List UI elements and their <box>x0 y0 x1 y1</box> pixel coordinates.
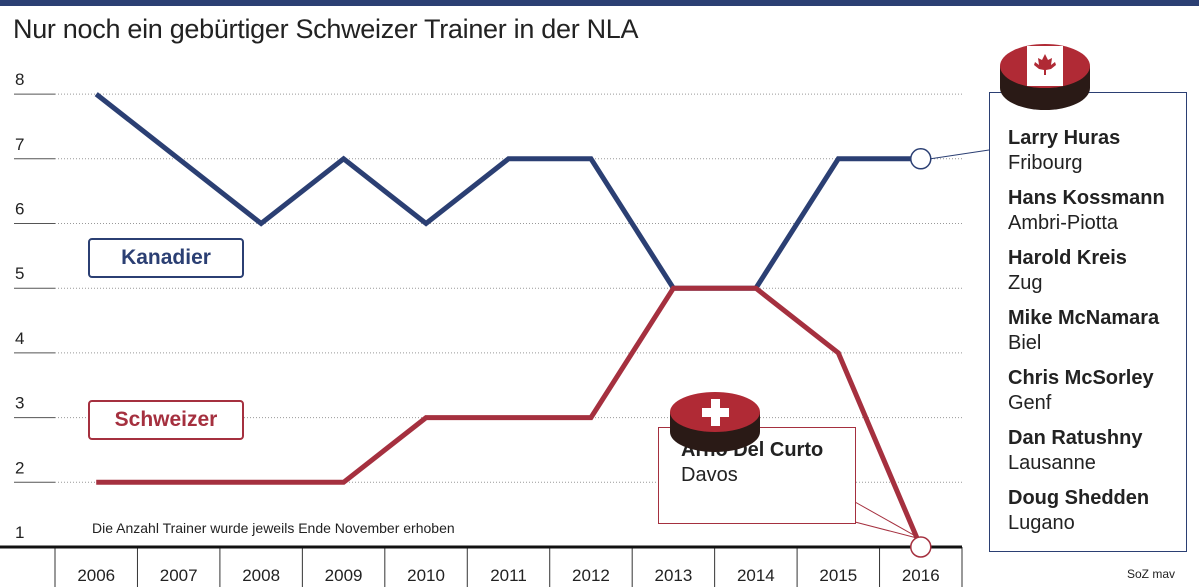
x-tick-label: 2016 <box>902 566 940 585</box>
x-tick-label: 2013 <box>654 566 692 585</box>
y-tick-label: 7 <box>15 135 24 154</box>
legend-schweizer: Schweizer <box>88 400 244 440</box>
x-tick-label: 2012 <box>572 566 610 585</box>
coach-name: Chris McSorley <box>1008 367 1154 389</box>
y-tick-label: 4 <box>15 329 24 348</box>
y-tick-label: 2 <box>15 458 24 477</box>
x-tick-label: 2009 <box>325 566 363 585</box>
x-tick-label: 2015 <box>819 566 857 585</box>
x-tick-label: 2008 <box>242 566 280 585</box>
coach-entry: Dan Ratushny Lausanne <box>1008 426 1142 476</box>
coach-name: Arno Del Curto <box>681 439 824 461</box>
y-tick-label: 3 <box>15 394 24 413</box>
coach-entry: Mike McNamara Biel <box>1008 306 1159 356</box>
coach-club: Biel <box>1008 332 1042 354</box>
callout-connector <box>930 149 990 160</box>
coach-name: Harold Kreis <box>1008 247 1127 269</box>
credit: SoZ mav <box>1127 567 1176 581</box>
coach-club: Lausanne <box>1008 452 1096 474</box>
coach-club: Fribourg <box>1008 152 1083 174</box>
coach-club: Davos <box>681 464 738 486</box>
coach-name: Larry Huras <box>1008 127 1121 149</box>
x-tick-label: 2011 <box>490 566 527 585</box>
coach-name: Mike McNamara <box>1008 307 1160 329</box>
chart-title: Nur noch ein gebürtiger Schweizer Traine… <box>13 14 639 44</box>
series-line-kanadier <box>94 92 921 291</box>
swiss-coach-box: Arno Del Curto Davos <box>658 427 856 524</box>
coach-club: Lugano <box>1008 512 1075 534</box>
coach-entry: Hans Kossmann Ambri-Piotta <box>1008 186 1165 236</box>
series-line-schweizer <box>96 285 924 548</box>
x-tick-label: 2010 <box>407 566 445 585</box>
end-marker-schweizer <box>910 536 932 558</box>
coach-name: Doug Shedden <box>1008 487 1150 509</box>
y-tick-label: 8 <box>15 70 24 89</box>
coach-name: Dan Ratushny <box>1008 427 1143 449</box>
coach-club: Ambri-Piotta <box>1008 212 1119 234</box>
y-tick-label: 1 <box>15 523 24 542</box>
coach-entry: Larry Huras Fribourg <box>1008 126 1120 176</box>
x-tick-label: 2014 <box>737 566 775 585</box>
coach-club: Zug <box>1008 272 1043 294</box>
y-tick-label: 6 <box>15 200 24 219</box>
y-tick-label: 5 <box>15 264 24 283</box>
x-tick-label: 2007 <box>160 566 198 585</box>
legend-kanadier: Kanadier <box>88 238 244 278</box>
coach-entry: Doug Shedden Lugano <box>1008 486 1149 536</box>
coach-club: Genf <box>1008 392 1052 414</box>
chart-note: Die Anzahl Trainer wurde jeweils Ende No… <box>92 520 455 536</box>
coach-name: Hans Kossmann <box>1008 187 1165 209</box>
canadian-coaches-box: Larry Huras Fribourg Hans Kossmann Ambri-Pi… <box>989 92 1187 552</box>
end-marker-kanadier <box>910 148 932 170</box>
x-tick-label: 2006 <box>77 566 115 585</box>
top-bar <box>0 0 1199 6</box>
coach-entry: Chris McSorley Genf <box>1008 366 1154 416</box>
coach-entry: Harold Kreis Zug <box>1008 246 1127 296</box>
